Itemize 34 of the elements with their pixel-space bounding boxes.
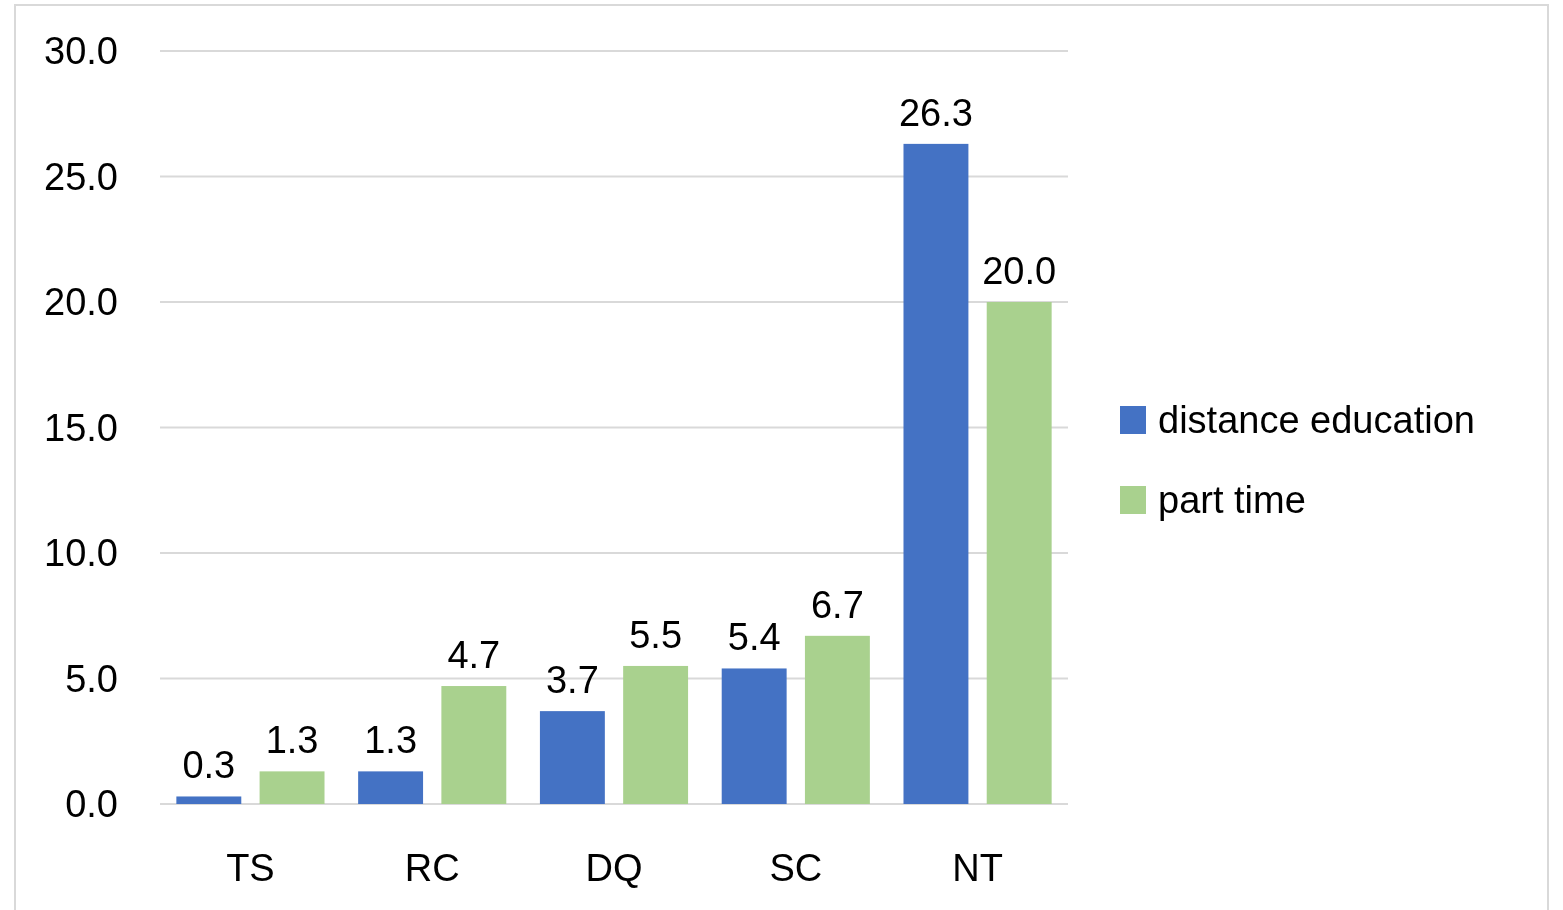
bar: [986, 302, 1052, 804]
y-tick-label: 10.0: [44, 532, 118, 575]
bar: [903, 143, 969, 804]
legend-label: part time: [1158, 479, 1306, 522]
bar: [176, 796, 242, 804]
x-tick-label: TS: [226, 847, 275, 890]
data-label: 5.5: [629, 613, 683, 656]
data-label: 3.7: [545, 659, 599, 702]
bar: [539, 711, 605, 804]
y-tick-label: 30.0: [44, 30, 118, 73]
x-tick-label: DQ: [585, 847, 643, 890]
y-tick-label: 15.0: [44, 406, 118, 449]
x-tick-label: RC: [404, 847, 460, 890]
y-tick-label: 25.0: [44, 155, 118, 198]
legend-label: distance education: [1158, 399, 1475, 442]
bar: [259, 771, 325, 804]
y-tick-label: 5.0: [65, 657, 118, 700]
data-label: 20.0: [982, 250, 1057, 292]
x-tick-label: NT: [952, 847, 1003, 890]
data-label: 4.7: [447, 634, 501, 677]
data-label: 26.3: [898, 91, 973, 134]
data-label: 0.3: [182, 744, 236, 787]
bar: [441, 686, 507, 804]
y-tick-label: 0.0: [65, 783, 118, 826]
data-label: 1.3: [265, 719, 319, 762]
y-tick-label: 20.0: [44, 281, 118, 324]
x-tick-label: SC: [769, 847, 823, 890]
data-label: 5.4: [727, 616, 781, 659]
bar: [358, 771, 424, 804]
bar: [721, 668, 787, 804]
bar: [623, 665, 689, 804]
bar: [804, 635, 870, 804]
data-label: 6.7: [810, 583, 864, 626]
data-label: 1.3: [364, 719, 418, 762]
